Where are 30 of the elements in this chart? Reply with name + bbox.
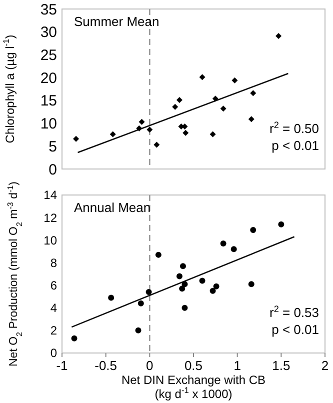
annotation: p < 0.01: [272, 322, 319, 337]
y-tick-label: 6: [50, 278, 58, 292]
annotation: p < 0.01: [272, 138, 319, 153]
y-tick-label: 8: [50, 256, 58, 270]
annotation: r$^{2}$ = 0.50: [269, 120, 319, 136]
x-axis-title: Net DIN Exchange with CB (kg d$^{-1}$ x 1000): [121, 373, 266, 401]
x-tick-label: -1: [56, 358, 68, 373]
y-tick-label: 5: [48, 138, 57, 156]
y-tick-label: 10: [44, 233, 58, 248]
y-tick-label: 10: [40, 116, 57, 133]
x-tick-label: 0: [146, 358, 154, 373]
annotation: Summer Mean: [74, 14, 160, 29]
y-tick-label: 0: [48, 161, 57, 178]
annotation: Annual Mean: [74, 200, 151, 215]
y-tick-label: 0: [50, 346, 58, 360]
x-tick-label: 1: [234, 358, 241, 373]
y-tick-label: 2: [50, 324, 58, 338]
annotation: r$^{2}$ = 0.53: [269, 304, 319, 320]
x-tick-label: 2: [321, 358, 329, 373]
y-tick-label: 30: [40, 24, 57, 42]
y-tick-label: 35: [40, 1, 57, 18]
y-tick-label: 25: [40, 46, 57, 64]
x-tick-label: 0.5: [184, 358, 203, 373]
y-tick-label: 15: [40, 92, 57, 110]
x-tick-label: -0.5: [94, 358, 118, 373]
x-tick-label: 1.5: [272, 358, 290, 373]
y-tick-label: 20: [40, 70, 57, 87]
y-tick-label: 4: [50, 301, 58, 316]
y-tick-label: 14: [44, 188, 58, 202]
y-tick-label: 12: [44, 210, 58, 225]
